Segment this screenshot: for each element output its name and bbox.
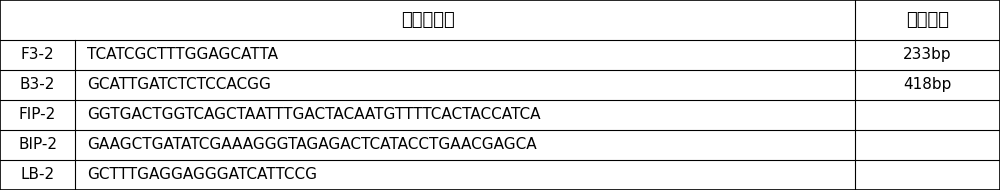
Text: 第二组引物: 第二组引物 [401,11,454,29]
Text: B3-2: B3-2 [20,78,55,92]
Text: BIP-2: BIP-2 [18,138,57,152]
Text: GCATTGATCTCTCCACGG: GCATTGATCTCTCCACGG [87,78,271,92]
Text: GCTTTGAGGAGGGATCATTCCG: GCTTTGAGGAGGGATCATTCCG [87,168,317,182]
Text: GGTGACTGGTCAGCTAATTTGACTACAATGTTTTCACTACCATCA: GGTGACTGGTCAGCTAATTTGACTACAATGTTTTCACTAC… [87,108,540,122]
Text: 引物位置: 引物位置 [906,11,949,29]
Text: 418bp: 418bp [903,78,952,92]
Text: TCATCGCTTTGGAGCATTA: TCATCGCTTTGGAGCATTA [87,48,278,62]
Text: F3-2: F3-2 [21,48,54,62]
Text: 233bp: 233bp [903,48,952,62]
Text: LB-2: LB-2 [20,168,55,182]
Text: FIP-2: FIP-2 [19,108,56,122]
Text: GAAGCTGATATCGAAAGGGTAGAGACTCATACCTGAACGAGCA: GAAGCTGATATCGAAAGGGTAGAGACTCATACCTGAACGA… [87,138,537,152]
